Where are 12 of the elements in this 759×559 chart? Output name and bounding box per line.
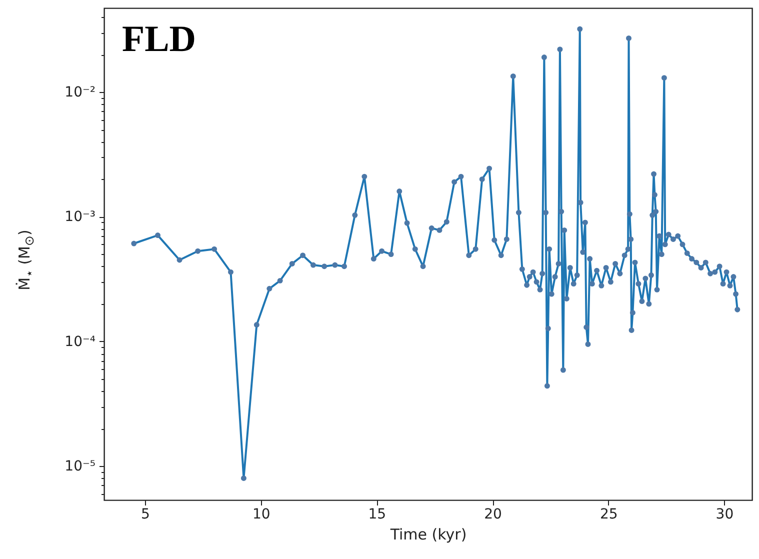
y-tick-label: 10⁻³ — [64, 209, 96, 226]
y-tick-label: 10⁻⁴ — [64, 334, 96, 350]
x-tick-label: 10 — [252, 506, 270, 522]
x-tick-label: 25 — [600, 506, 618, 522]
x-tick-label: 15 — [368, 506, 386, 522]
y-tick-label: 10⁻⁵ — [64, 458, 96, 475]
x-axis-title: Time (kyr) — [389, 526, 467, 544]
y-tick-label: 10⁻² — [64, 84, 96, 101]
x-tick-label: 30 — [716, 506, 734, 522]
annotation: FLD — [122, 19, 196, 60]
x-tick-label: 5 — [141, 506, 150, 522]
x-tick-label: 20 — [484, 506, 502, 522]
